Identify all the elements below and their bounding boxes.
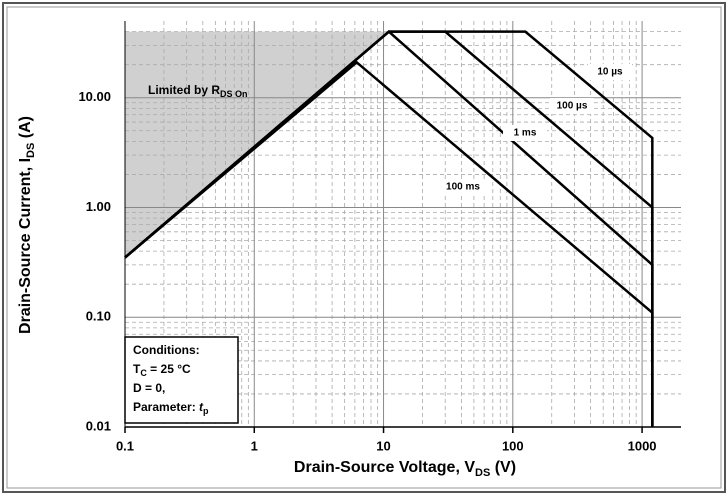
- series-label: 10 µs: [597, 67, 623, 78]
- series-label: 100 µs: [557, 101, 588, 112]
- annotation-sub: DS On: [220, 89, 248, 99]
- x-tick-label: 1: [251, 438, 258, 453]
- plot: 0.1 1 10 100 1000 0.01 0.10 1.00 10.00 10 µs 100 µ…: [78, 21, 681, 453]
- y-tick-label: 10.00: [78, 89, 111, 104]
- series-label-bg: [588, 64, 632, 80]
- x-label-sub: DS: [475, 467, 490, 479]
- tc-tail: = 25 °C: [147, 362, 191, 376]
- y-tick-label: 1.00: [86, 199, 111, 214]
- y-tick-label: 0.01: [86, 418, 111, 433]
- x-tick-label: 100: [502, 438, 524, 453]
- x-axis-label: Drain-Source Voltage, VDS (V): [294, 459, 516, 479]
- y-label-tail: (A): [17, 116, 34, 143]
- x-tick-label: 0.1: [116, 438, 134, 453]
- x-tick-label: 1000: [628, 438, 657, 453]
- param-sub: p: [203, 406, 209, 416]
- x-label-tail: (V): [490, 459, 516, 476]
- series-label: 1 ms: [514, 128, 537, 139]
- y-label-sub: DS: [25, 143, 37, 158]
- param-text: Parameter:: [133, 400, 199, 414]
- annotation: Limited by RDS On: [148, 83, 248, 99]
- x-label-text: Drain-Source Voltage, V: [294, 459, 475, 476]
- x-tick-label: 10: [376, 438, 390, 453]
- tc-text: T: [133, 362, 141, 376]
- y-tick-label: 0.10: [86, 309, 111, 324]
- conditions-tc: TC = 25 °C: [133, 362, 191, 378]
- series-label-bg: [550, 98, 594, 114]
- soa-line: [124, 60, 654, 427]
- inner-frame: [6, 6, 722, 489]
- annotation-text: Limited by R: [148, 83, 220, 97]
- conditions-param: Parameter: tp: [133, 400, 209, 416]
- series-label-bg: [503, 125, 547, 141]
- tc-sub: C: [140, 368, 147, 378]
- y-axis-label: Drain-Source Current, IDS (A): [17, 116, 37, 334]
- series-label-bg: [441, 179, 485, 195]
- conditions-title: Conditions:: [133, 343, 200, 357]
- conditions-box: [124, 336, 239, 424]
- y-label-text: Drain-Source Current, I: [17, 158, 34, 334]
- param-italic: t: [199, 400, 204, 414]
- series-label: 100 ms: [446, 182, 480, 193]
- conditions-d: D = 0,: [133, 381, 165, 395]
